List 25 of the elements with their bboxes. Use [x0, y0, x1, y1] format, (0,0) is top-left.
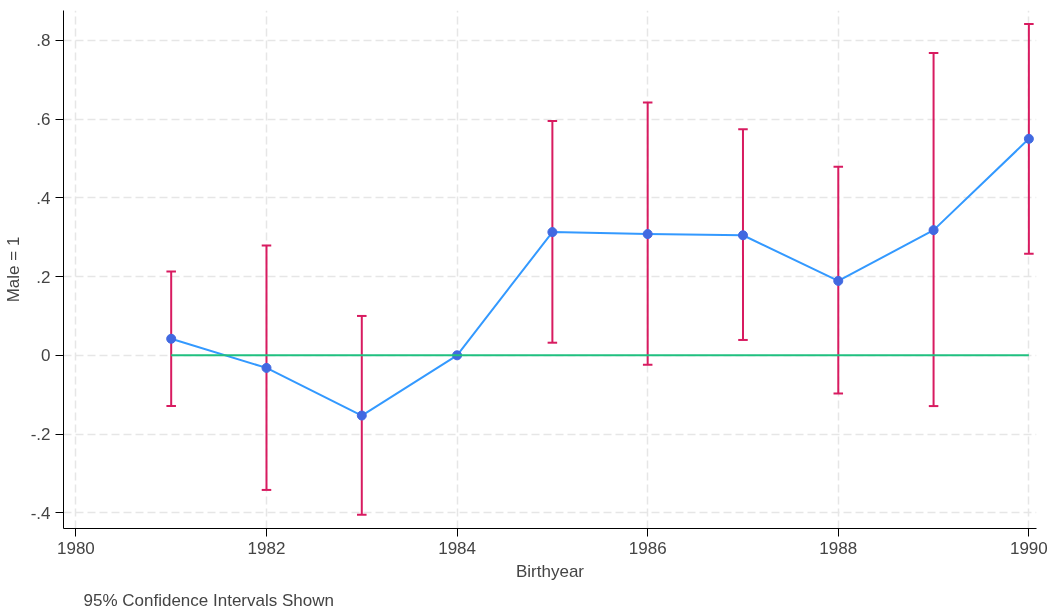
y-tick-label: .2 — [36, 267, 51, 287]
point — [833, 275, 844, 286]
y-tick-label: .4 — [36, 188, 51, 208]
y-tick-label: -.2 — [30, 425, 51, 445]
point — [737, 230, 748, 241]
x-tick-label: 1988 — [819, 538, 858, 558]
point — [261, 362, 272, 373]
point — [1023, 133, 1034, 144]
y-axis-title: Male = 1 — [3, 236, 23, 303]
x-tick-label: 1984 — [438, 538, 476, 558]
point — [547, 227, 558, 238]
x-tick-label: 1982 — [247, 538, 286, 558]
x-tick-label: 1980 — [56, 538, 95, 558]
x-axis-title: Birthyear — [515, 561, 585, 581]
point — [642, 229, 653, 240]
point — [166, 333, 177, 344]
x-tick-label: 1990 — [1009, 538, 1048, 558]
text: 95% Confidence Intervals Shown — [83, 590, 334, 610]
y-tick-label: -.4 — [30, 503, 51, 523]
point — [356, 410, 367, 421]
x-tick-label: 1986 — [628, 538, 667, 558]
y-tick-label: .6 — [36, 110, 51, 130]
y-tick-label: 0 — [41, 346, 51, 366]
y-tick-label: .8 — [36, 31, 51, 51]
point — [928, 225, 939, 236]
